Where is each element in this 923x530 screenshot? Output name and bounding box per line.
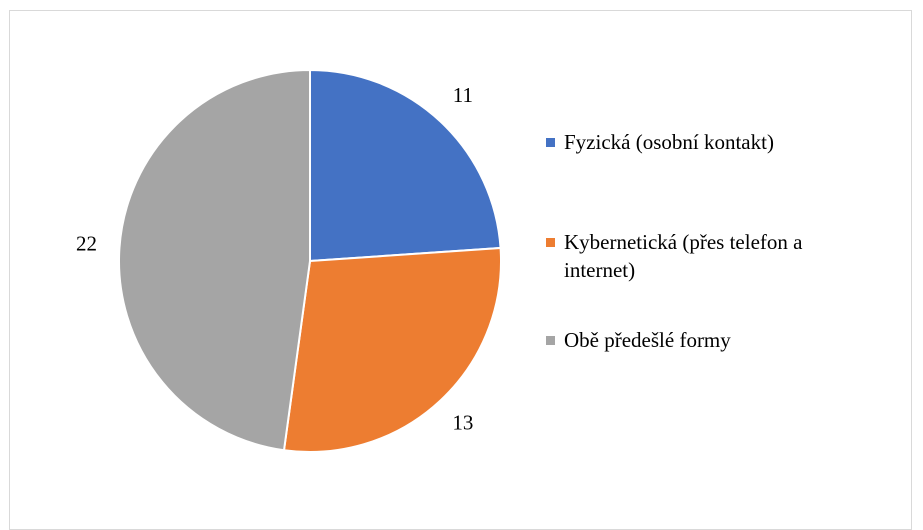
legend-item: Fyzická (osobní kontakt) bbox=[546, 128, 876, 156]
pie-slice bbox=[309, 68, 502, 263]
pie-slice bbox=[118, 68, 311, 452]
legend-swatch bbox=[546, 336, 555, 345]
data-label: 22 bbox=[76, 232, 97, 256]
legend-label: Kybernetická (přes telefon a internet) bbox=[564, 230, 803, 282]
legend-label: Obě předešlé formy bbox=[564, 328, 731, 352]
legend-item: Obě předešlé formy bbox=[546, 326, 876, 354]
legend-item: Kybernetická (přes telefon a internet) bbox=[546, 228, 876, 284]
legend-swatch bbox=[546, 238, 555, 247]
data-label: 11 bbox=[453, 83, 473, 107]
legend-label: Fyzická (osobní kontakt) bbox=[564, 130, 774, 154]
pie-slice bbox=[282, 246, 502, 453]
data-label: 13 bbox=[452, 411, 473, 435]
page: 11 13 22 Fyzická (osobní kontakt) Kyberneti… bbox=[9, 10, 912, 530]
legend-swatch bbox=[546, 138, 555, 147]
chart: 11 13 22 bbox=[76, 68, 502, 453]
